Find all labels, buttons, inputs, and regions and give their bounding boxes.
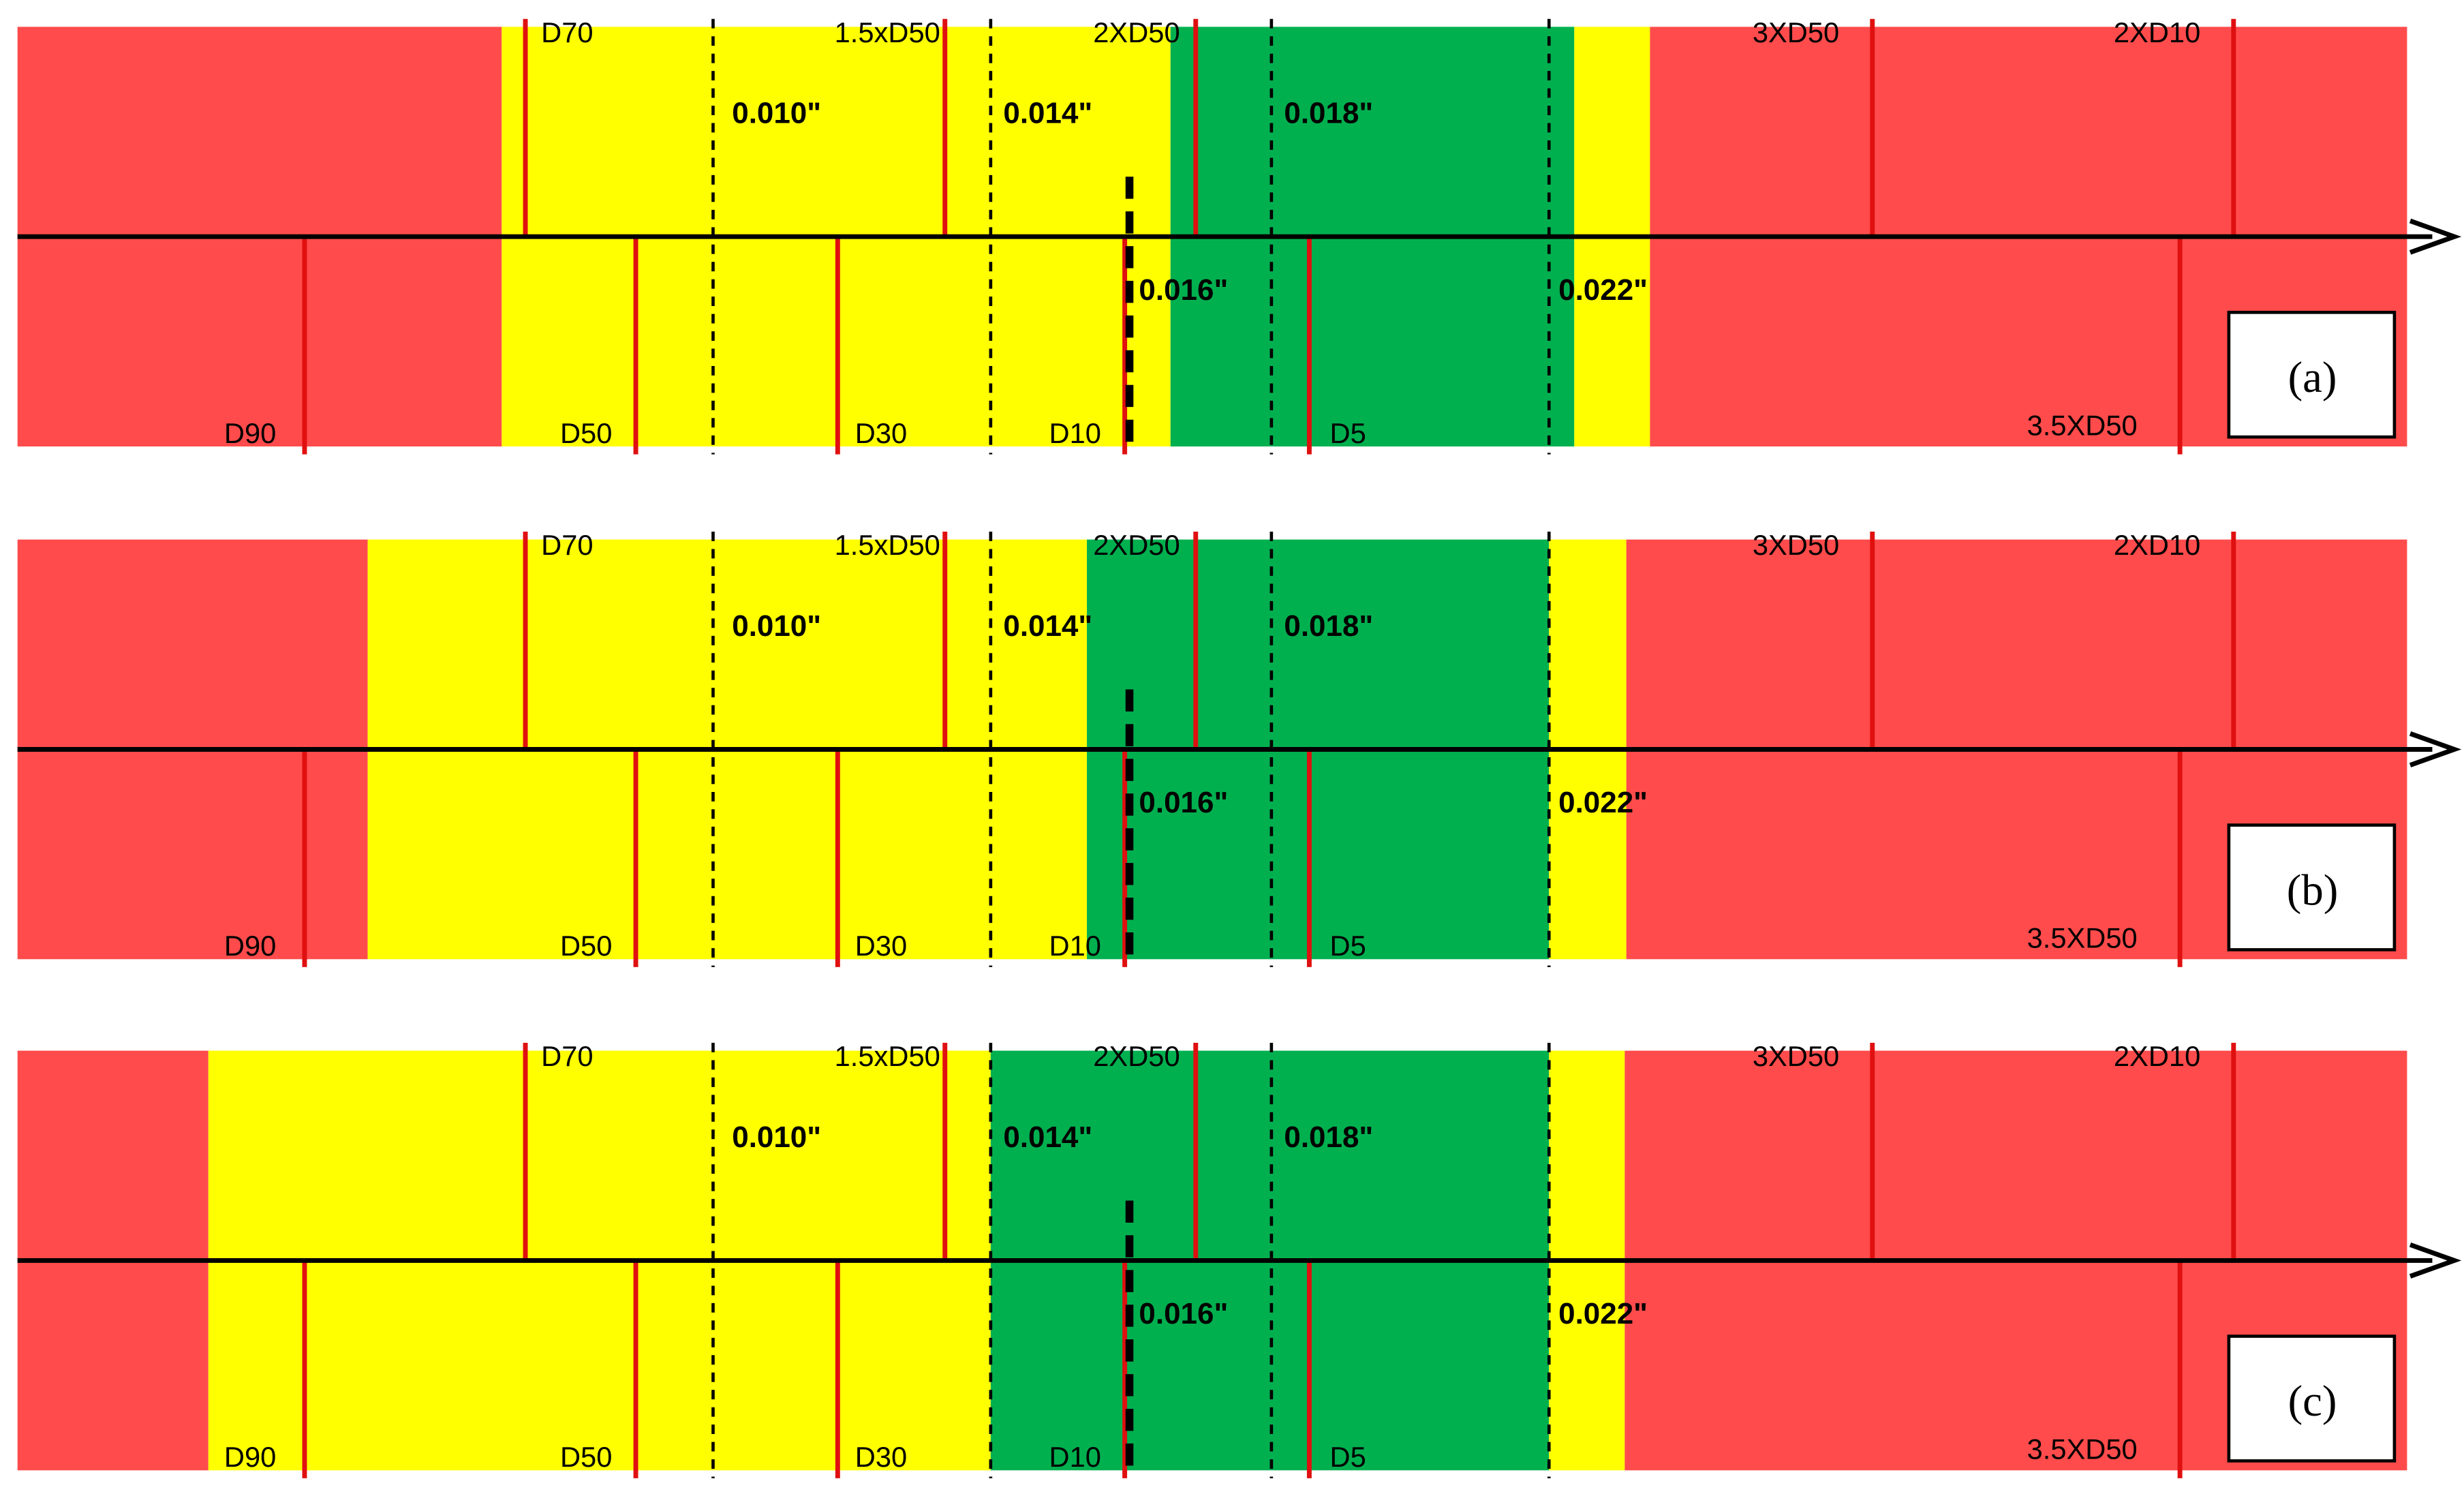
panel: D70 1.5xD50 2XD50 3XD50 2XD10 D90 D50 D30 D10 D5 3… xyxy=(17,529,2462,967)
top-label: 2XD50 xyxy=(1093,16,1180,48)
axis-arrow xyxy=(2409,731,2462,767)
bottom-label: 3.5XD50 xyxy=(2027,922,2138,954)
opening-label: 0.014" xyxy=(1003,1120,1092,1154)
top-label: 1.5xD50 xyxy=(835,1040,940,1072)
axis-arrow xyxy=(2409,218,2462,255)
opening-label: 0.018" xyxy=(1284,609,1373,643)
top-label: D70 xyxy=(541,529,593,561)
top-label: 2XD50 xyxy=(1093,529,1180,561)
top-label: 2XD50 xyxy=(1093,1040,1180,1072)
top-label: 2XD10 xyxy=(2114,16,2200,48)
panel-label: (c) xyxy=(2288,1377,2337,1426)
label-box xyxy=(2227,1335,2397,1463)
panel: D70 1.5xD50 2XD50 3XD50 2XD10 D90 D50 D30 D10 D5 3… xyxy=(17,1040,2462,1478)
top-label: 3XD50 xyxy=(1753,16,1839,48)
opening-label: 0.010" xyxy=(732,1120,821,1154)
bottom-label: D30 xyxy=(855,930,907,962)
bottom-label: D90 xyxy=(224,417,276,449)
top-label: 3XD50 xyxy=(1753,529,1839,561)
axis-arrow xyxy=(2409,1243,2462,1279)
bottom-label: D10 xyxy=(1049,417,1100,449)
label-box xyxy=(2227,310,2397,439)
opening-label: 0.022" xyxy=(1558,786,1648,819)
opening-label: 0.014" xyxy=(1003,609,1092,643)
bottom-label: D30 xyxy=(855,417,907,449)
bottom-label: D10 xyxy=(1049,930,1100,962)
bottom-label: D5 xyxy=(1330,417,1366,449)
opening-label: 0.022" xyxy=(1558,1297,1648,1330)
bottom-label: D5 xyxy=(1330,1441,1366,1473)
bottom-label: 3.5XD50 xyxy=(2027,1433,2138,1465)
panel: D70 1.5xD50 2XD50 3XD50 2XD10 D90 D50 D30 D10 D5 3… xyxy=(17,16,2462,455)
opening-label: 0.010" xyxy=(732,609,821,643)
bottom-label: D90 xyxy=(224,1441,276,1473)
bottom-label: D50 xyxy=(560,417,612,449)
opening-label: 0.016" xyxy=(1139,786,1228,819)
opening-label: 0.010" xyxy=(732,97,821,130)
bottom-label: D50 xyxy=(560,930,612,962)
bottom-label: D10 xyxy=(1049,1441,1100,1473)
opening-label: 0.016" xyxy=(1139,273,1228,307)
top-label: D70 xyxy=(541,16,593,48)
bottom-label: D5 xyxy=(1330,930,1366,962)
panel-label: (a) xyxy=(2288,353,2337,402)
opening-label: 0.022" xyxy=(1558,273,1648,307)
top-label: 2XD10 xyxy=(2114,529,2200,561)
opening-label: 0.014" xyxy=(1003,97,1092,130)
top-label: 1.5xD50 xyxy=(835,529,940,561)
opening-label: 0.018" xyxy=(1284,97,1373,130)
top-label: 2XD10 xyxy=(2114,1040,2200,1072)
top-label: 1.5xD50 xyxy=(835,16,940,48)
bottom-label: 3.5XD50 xyxy=(2027,409,2138,441)
bottom-label: D50 xyxy=(560,1441,612,1473)
label-box xyxy=(2227,823,2397,951)
bottom-label: D30 xyxy=(855,1441,907,1473)
bottom-label: D90 xyxy=(224,930,276,962)
opening-label: 0.018" xyxy=(1284,1120,1373,1154)
panel-label: (b) xyxy=(2287,866,2339,915)
opening-label: 0.016" xyxy=(1139,1297,1228,1330)
top-label: 3XD50 xyxy=(1753,1040,1839,1072)
top-label: D70 xyxy=(541,1040,593,1072)
